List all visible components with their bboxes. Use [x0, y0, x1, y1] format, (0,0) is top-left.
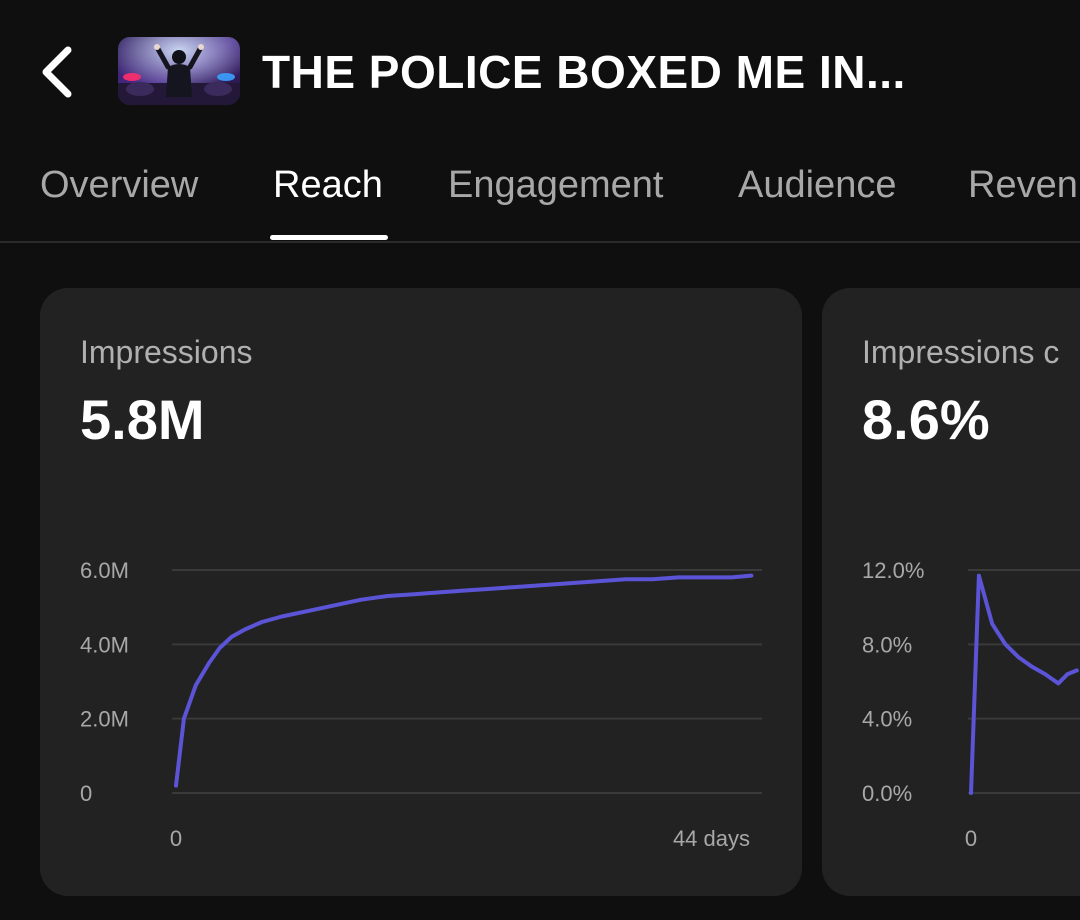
y-tick-label: 0.0% [862, 781, 912, 806]
x-tick-label: 44 days [673, 826, 750, 851]
x-tick-label: 0 [965, 826, 977, 851]
active-tab-indicator [270, 235, 388, 240]
y-tick-label: 4.0% [862, 707, 912, 732]
tabs-divider [0, 241, 1080, 243]
tab-revenue[interactable]: Reven [968, 164, 1078, 206]
back-button[interactable] [30, 42, 90, 102]
tab-audience[interactable]: Audience [738, 164, 897, 206]
impressions-ctr-card[interactable]: Impressions c 8.6% 0.0% 4.0% 8.0% 12.0% 0 [822, 288, 1080, 896]
tab-reach[interactable]: Reach [273, 164, 383, 206]
video-title: THE POLICE BOXED ME IN... [262, 46, 906, 98]
y-tick-label: 4.0M [80, 632, 129, 657]
tab-overview[interactable]: Overview [40, 164, 199, 206]
y-tick-label: 6.0M [80, 558, 129, 583]
header: THE POLICE BOXED ME IN... [0, 0, 1080, 140]
impressions-ctr-chart: 0.0% 4.0% 8.0% 12.0% 0 [862, 558, 1080, 851]
x-tick-label: 0 [170, 826, 182, 851]
series-line [969, 573, 1079, 795]
impressions-card[interactable]: Impressions 5.8M 0 2.0M 4.0M 6.0M 0 44 days [40, 288, 802, 896]
card-value: 5.8M [80, 388, 205, 451]
card-label: Impressions [80, 334, 253, 370]
y-tick-label: 12.0% [862, 558, 924, 583]
video-thumbnail[interactable] [118, 37, 240, 105]
series-line [174, 573, 754, 788]
impressions-chart: 0 2.0M 4.0M 6.0M 0 44 days [80, 558, 762, 851]
tab-engagement[interactable]: Engagement [448, 164, 664, 206]
chevron-left-icon [42, 46, 72, 98]
y-tick-label: 0 [80, 781, 92, 806]
card-label: Impressions c [862, 334, 1060, 370]
y-tick-label: 2.0M [80, 707, 129, 732]
tab-bar: Overview Reach Engagement Audience Reven [0, 150, 1080, 242]
card-value: 8.6% [862, 388, 990, 451]
y-tick-label: 8.0% [862, 632, 912, 657]
